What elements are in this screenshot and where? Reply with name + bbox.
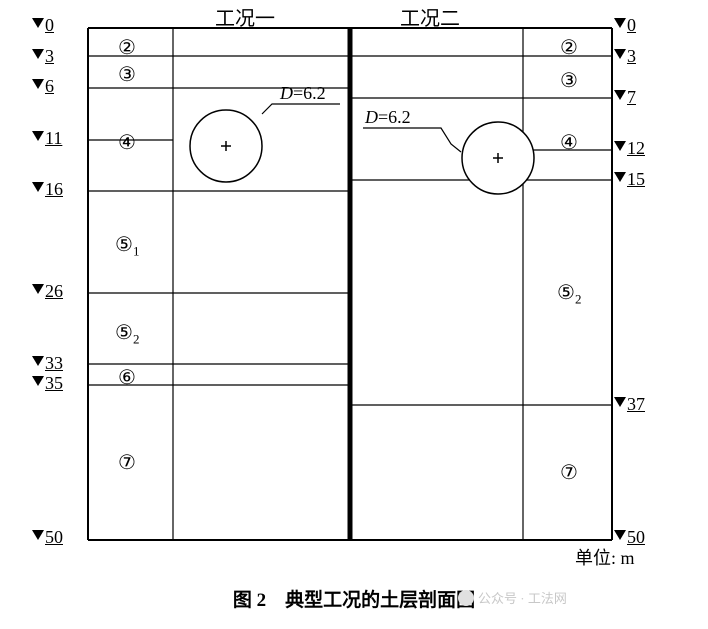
depth-marker-icon xyxy=(614,18,626,28)
layer-label: ④ xyxy=(118,130,136,155)
svg-text:D=6.2: D=6.2 xyxy=(279,83,326,103)
depth-label: 37 xyxy=(627,394,645,415)
depth-label: 50 xyxy=(45,527,63,548)
depth-marker-icon xyxy=(32,182,44,192)
depth-marker-icon xyxy=(32,18,44,28)
depth-marker-icon xyxy=(32,356,44,366)
depth-marker-icon xyxy=(614,530,626,540)
figure-caption: 图 2 典型工况的土层剖面图 xyxy=(0,585,708,612)
depth-label: 12 xyxy=(627,138,645,159)
unit-label: 单位: m xyxy=(575,544,635,570)
depth-marker-icon xyxy=(614,90,626,100)
depth-label: 16 xyxy=(45,179,63,200)
soil-profile-svg: D=6.2 D=6.2 xyxy=(0,0,708,629)
depth-label: 26 xyxy=(45,281,63,302)
layer-label: ③ xyxy=(118,62,136,87)
depth-marker-icon xyxy=(614,141,626,151)
layer-label: ④ xyxy=(560,130,578,155)
col-title-left: 工况一 xyxy=(215,2,275,31)
depth-marker-icon xyxy=(614,172,626,182)
depth-label: 0 xyxy=(627,15,636,36)
depth-label: 3 xyxy=(627,46,636,67)
depth-label: 0 xyxy=(45,15,54,36)
layer-label: ⑤1 xyxy=(115,232,139,260)
layer-label: ⑥ xyxy=(118,365,136,390)
depth-label: 11 xyxy=(45,128,62,149)
layer-label: ⑦ xyxy=(118,450,136,475)
layer-label: ⑤2 xyxy=(557,280,581,308)
depth-marker-icon xyxy=(32,79,44,89)
depth-marker-icon xyxy=(32,49,44,59)
layer-label: ② xyxy=(118,35,136,60)
depth-label: 6 xyxy=(45,76,54,97)
wechat-icon xyxy=(458,590,474,606)
depth-label: 15 xyxy=(627,169,645,190)
depth-label: 7 xyxy=(627,87,636,108)
depth-marker-icon xyxy=(32,376,44,386)
watermark: 公众号 · 工法网 xyxy=(458,588,567,607)
depth-marker-icon xyxy=(32,284,44,294)
depth-label: 33 xyxy=(45,353,63,374)
depth-marker-icon xyxy=(614,397,626,407)
layer-label: ③ xyxy=(560,68,578,93)
layer-label: ② xyxy=(560,35,578,60)
col-title-right: 工况二 xyxy=(400,2,460,31)
depth-label: 3 xyxy=(45,46,54,67)
svg-text:D=6.2: D=6.2 xyxy=(364,107,411,127)
depth-marker-icon xyxy=(32,131,44,141)
layer-label: ⑦ xyxy=(560,460,578,485)
depth-marker-icon xyxy=(614,49,626,59)
depth-marker-icon xyxy=(32,530,44,540)
layer-label: ⑤2 xyxy=(115,320,139,348)
depth-label: 35 xyxy=(45,373,63,394)
watermark-text: 公众号 · 工法网 xyxy=(478,588,567,607)
